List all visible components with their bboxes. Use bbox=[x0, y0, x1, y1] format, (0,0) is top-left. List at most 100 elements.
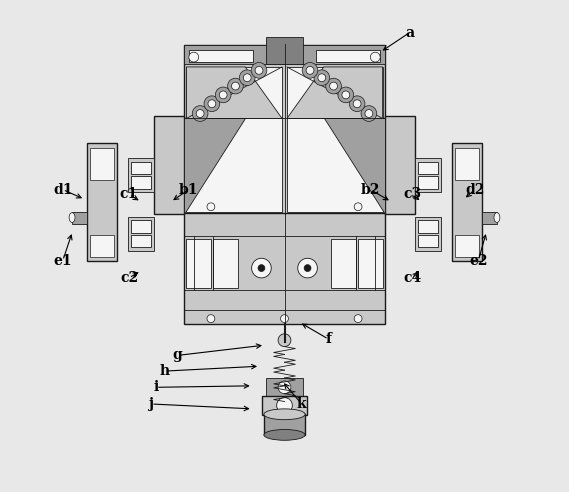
Bar bbox=[90, 148, 114, 180]
Polygon shape bbox=[184, 119, 245, 214]
Circle shape bbox=[255, 66, 263, 74]
Circle shape bbox=[318, 74, 325, 82]
Bar bbox=[264, 414, 305, 435]
Circle shape bbox=[361, 106, 377, 122]
Ellipse shape bbox=[494, 213, 500, 222]
Bar bbox=[418, 235, 438, 247]
Bar bbox=[331, 239, 356, 288]
Bar bbox=[87, 143, 117, 261]
Circle shape bbox=[277, 398, 292, 413]
Circle shape bbox=[298, 258, 318, 278]
Bar bbox=[418, 220, 438, 233]
Bar bbox=[385, 116, 414, 214]
Bar bbox=[266, 37, 303, 64]
Circle shape bbox=[215, 87, 231, 103]
Bar bbox=[262, 396, 307, 415]
Circle shape bbox=[306, 66, 314, 74]
Ellipse shape bbox=[69, 213, 75, 222]
Text: c3: c3 bbox=[403, 187, 421, 202]
Circle shape bbox=[232, 82, 240, 90]
Text: c4: c4 bbox=[403, 271, 421, 285]
Polygon shape bbox=[187, 67, 282, 119]
Text: b2: b2 bbox=[361, 183, 380, 197]
Bar bbox=[418, 176, 438, 188]
Circle shape bbox=[370, 52, 380, 62]
Circle shape bbox=[240, 70, 255, 86]
Text: e1: e1 bbox=[53, 254, 72, 268]
Bar bbox=[187, 67, 282, 212]
Circle shape bbox=[278, 334, 291, 346]
Circle shape bbox=[244, 74, 251, 82]
Text: f: f bbox=[325, 332, 332, 346]
Circle shape bbox=[325, 78, 341, 94]
Bar bbox=[187, 239, 211, 288]
Bar bbox=[189, 50, 253, 62]
Bar bbox=[414, 216, 440, 251]
Circle shape bbox=[228, 78, 244, 94]
Circle shape bbox=[281, 315, 288, 323]
Circle shape bbox=[208, 100, 216, 108]
Text: k: k bbox=[297, 397, 307, 411]
Ellipse shape bbox=[264, 430, 305, 440]
Text: c2: c2 bbox=[120, 271, 138, 285]
Bar bbox=[90, 235, 114, 257]
Bar bbox=[155, 116, 184, 214]
Bar bbox=[482, 212, 497, 224]
Bar bbox=[129, 216, 155, 251]
Text: d2: d2 bbox=[465, 183, 485, 197]
Text: a: a bbox=[405, 26, 414, 39]
Circle shape bbox=[189, 52, 199, 62]
Text: c1: c1 bbox=[120, 187, 138, 202]
Circle shape bbox=[314, 70, 329, 86]
Bar bbox=[455, 235, 479, 257]
Text: g: g bbox=[172, 348, 183, 363]
Circle shape bbox=[349, 96, 365, 112]
Circle shape bbox=[196, 110, 204, 118]
Circle shape bbox=[304, 265, 311, 272]
Circle shape bbox=[258, 265, 265, 272]
Circle shape bbox=[338, 87, 354, 103]
Bar bbox=[358, 239, 382, 288]
Bar bbox=[316, 50, 380, 62]
Bar bbox=[184, 213, 385, 325]
Bar bbox=[266, 378, 303, 397]
Text: b1: b1 bbox=[179, 183, 199, 197]
Bar bbox=[184, 45, 385, 64]
Bar bbox=[131, 161, 151, 174]
Ellipse shape bbox=[264, 409, 305, 420]
Circle shape bbox=[207, 315, 215, 323]
Circle shape bbox=[251, 258, 271, 278]
Bar bbox=[131, 176, 151, 188]
Bar bbox=[131, 235, 151, 247]
Bar bbox=[213, 239, 238, 288]
Bar bbox=[418, 161, 438, 174]
Circle shape bbox=[354, 203, 362, 211]
Circle shape bbox=[251, 62, 267, 78]
Bar bbox=[414, 158, 440, 192]
Bar bbox=[287, 67, 382, 212]
Bar bbox=[184, 45, 385, 214]
Text: j: j bbox=[149, 397, 154, 411]
Bar bbox=[452, 143, 482, 261]
Circle shape bbox=[329, 82, 337, 90]
Bar bbox=[455, 148, 479, 180]
Circle shape bbox=[207, 203, 215, 211]
Text: i: i bbox=[153, 380, 159, 394]
Circle shape bbox=[192, 106, 208, 122]
Circle shape bbox=[302, 62, 318, 78]
Text: h: h bbox=[159, 364, 170, 378]
Circle shape bbox=[219, 91, 227, 99]
Circle shape bbox=[342, 91, 350, 99]
Circle shape bbox=[278, 381, 291, 394]
Bar bbox=[72, 212, 87, 224]
Polygon shape bbox=[324, 119, 385, 214]
Circle shape bbox=[353, 100, 361, 108]
Text: d1: d1 bbox=[53, 183, 72, 197]
Polygon shape bbox=[287, 67, 382, 119]
Bar bbox=[129, 158, 155, 192]
Text: e2: e2 bbox=[469, 254, 488, 268]
Circle shape bbox=[365, 110, 373, 118]
Bar bbox=[131, 220, 151, 233]
Circle shape bbox=[354, 315, 362, 323]
Circle shape bbox=[204, 96, 220, 112]
